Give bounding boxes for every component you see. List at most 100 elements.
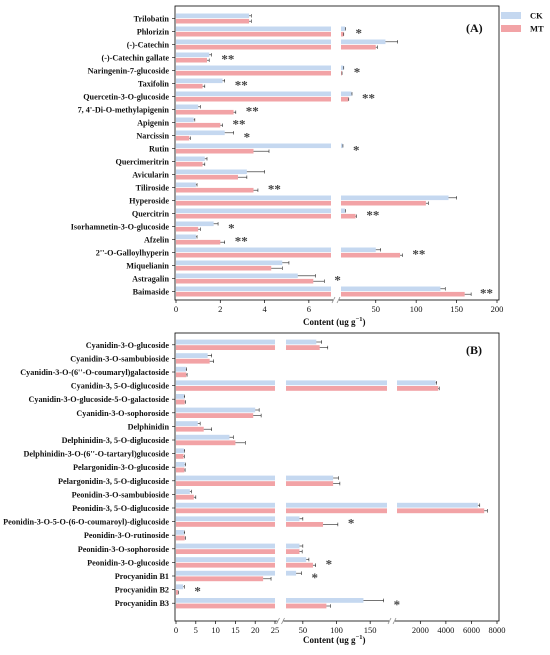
bar-mt (176, 122, 221, 128)
bar-mt (176, 535, 185, 541)
bar-ck (397, 380, 436, 386)
panel-a-x-axis-title: Content (ug g−1) (303, 316, 365, 327)
bar-ck (176, 182, 196, 188)
category-label: Delphinidin-3, 5-O-diglucoside (62, 436, 170, 445)
bar-mt (341, 44, 376, 50)
bar-ck (176, 286, 331, 292)
bar-ck (286, 570, 297, 576)
axis-break-mark (276, 617, 280, 625)
bar-mt (176, 70, 331, 76)
category-label: Pelargonidin-3, 5-O-diglucoside (58, 477, 169, 486)
bar-ck (176, 462, 185, 467)
significance-marker: ** (233, 117, 246, 132)
significance-marker: ** (362, 91, 375, 106)
bar-ck (341, 65, 344, 71)
x-tick-label: 15 (231, 625, 240, 635)
category-label: Quercimeritrin (115, 158, 169, 167)
bar-ck (341, 286, 441, 292)
bar-ck (176, 247, 331, 253)
x-tick-label: 0 (174, 625, 178, 635)
bar-mt (176, 549, 275, 554)
significance-marker: * (353, 143, 360, 158)
significance-marker: ** (268, 182, 281, 197)
bar-mt (397, 386, 439, 391)
bar-mt (176, 109, 234, 115)
bar-ck (176, 475, 275, 481)
bar-ck (286, 380, 387, 386)
panel-b-x-axis-title-tail: ) (362, 635, 365, 645)
panel-b-x-axis-title-sup: −1 (356, 634, 363, 641)
x-tick-label: 4000 (437, 625, 454, 635)
category-label: Tiliroside (136, 184, 170, 193)
panel-b: (B) Content (ug g−1) 0 5 10 15 20 25 50 100 150 2… (3, 332, 506, 645)
bar-ck (176, 502, 275, 508)
panel-a-x-axis-title-tail: ) (362, 317, 365, 327)
bar-mt (341, 31, 344, 37)
category-label: Taxifolin (138, 80, 170, 89)
x-tick-label: 4 (262, 304, 267, 314)
x-tick-label: 10 (211, 625, 220, 635)
category-label: Peonidin-3-O-rutinoside (84, 531, 169, 540)
axis-break-gap (333, 299, 339, 302)
bar-ck (286, 475, 334, 481)
bar-ck (176, 143, 331, 149)
x-tick-label: 5 (194, 625, 198, 635)
bar-ck (341, 195, 449, 201)
category-label: Quercitrin (132, 210, 170, 219)
category-label: Afzelin (144, 236, 169, 245)
bar-mt (176, 265, 272, 271)
bar-mt (341, 70, 342, 76)
category-label: Baimaside (133, 288, 170, 297)
bar-mt (176, 494, 194, 500)
bar-ck (176, 91, 331, 97)
bar-ck (286, 543, 300, 549)
bar-mt (176, 467, 185, 473)
panel-a: (A) CK MT Content (ug g−1) 0 2 4 6 50 100 150 2… (71, 5, 544, 327)
category-label: Peonidin-3-O-5-O-(6-O-coumaroyl)-digluco… (3, 518, 169, 527)
bar-mt (176, 590, 178, 595)
bar-mt (341, 96, 349, 102)
panel-b-x-axis-title: Content (ug g−1) (303, 634, 365, 645)
category-label: Astragalin (132, 275, 169, 284)
category-label: Peonidin-3, 5-O-diglucoside (72, 504, 169, 513)
bar-ck (341, 26, 346, 32)
bar-ck (176, 394, 184, 399)
category-label: Pelargonidin-3-O-glucoside (73, 463, 169, 472)
bar-ck (341, 247, 376, 253)
bar-mt (286, 345, 320, 350)
bar-ck (176, 421, 198, 426)
bar-mt (176, 399, 185, 405)
bar-ck (176, 117, 194, 123)
x-tick-label: 0 (174, 304, 178, 314)
bar-ck (176, 407, 256, 413)
legend-ck-label: CK (530, 11, 543, 21)
bar-ck (176, 366, 186, 372)
significance-marker: * (355, 26, 362, 41)
bar-mt (176, 18, 250, 24)
category-label: (-)-Catechin (127, 41, 170, 50)
bar-ck (176, 78, 223, 84)
category-label: Procyanidin B3 (115, 599, 169, 608)
axis-break-gap (277, 620, 284, 623)
category-label: Apigenin (137, 119, 169, 128)
axis-break-mark (392, 617, 397, 625)
significance-marker: ** (480, 286, 493, 301)
significance-marker: ** (412, 247, 425, 262)
bar-mt (176, 187, 254, 193)
legend-mt-label: MT (530, 24, 544, 34)
bar-mt (341, 213, 356, 219)
bar-mt (286, 508, 387, 514)
category-label: Cyanidin-3, 5-O-diglucoside (71, 382, 170, 391)
x-tick-label: 50 (299, 625, 308, 635)
bar-mt (286, 603, 327, 609)
bar-mt (176, 522, 275, 527)
panel-b-frame (174, 332, 500, 622)
bar-ck (176, 543, 275, 549)
bar-ck (176, 221, 214, 227)
bar-ck (176, 195, 331, 201)
significance-marker: ** (366, 208, 379, 223)
legend-mt-swatch (501, 25, 521, 32)
significance-marker: * (334, 273, 341, 288)
category-label: Narcissin (136, 132, 169, 141)
